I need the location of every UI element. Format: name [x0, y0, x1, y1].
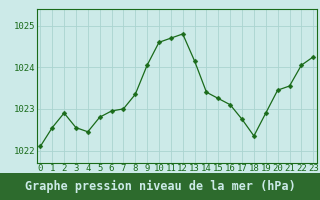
Text: Graphe pression niveau de la mer (hPa): Graphe pression niveau de la mer (hPa) — [25, 180, 295, 193]
